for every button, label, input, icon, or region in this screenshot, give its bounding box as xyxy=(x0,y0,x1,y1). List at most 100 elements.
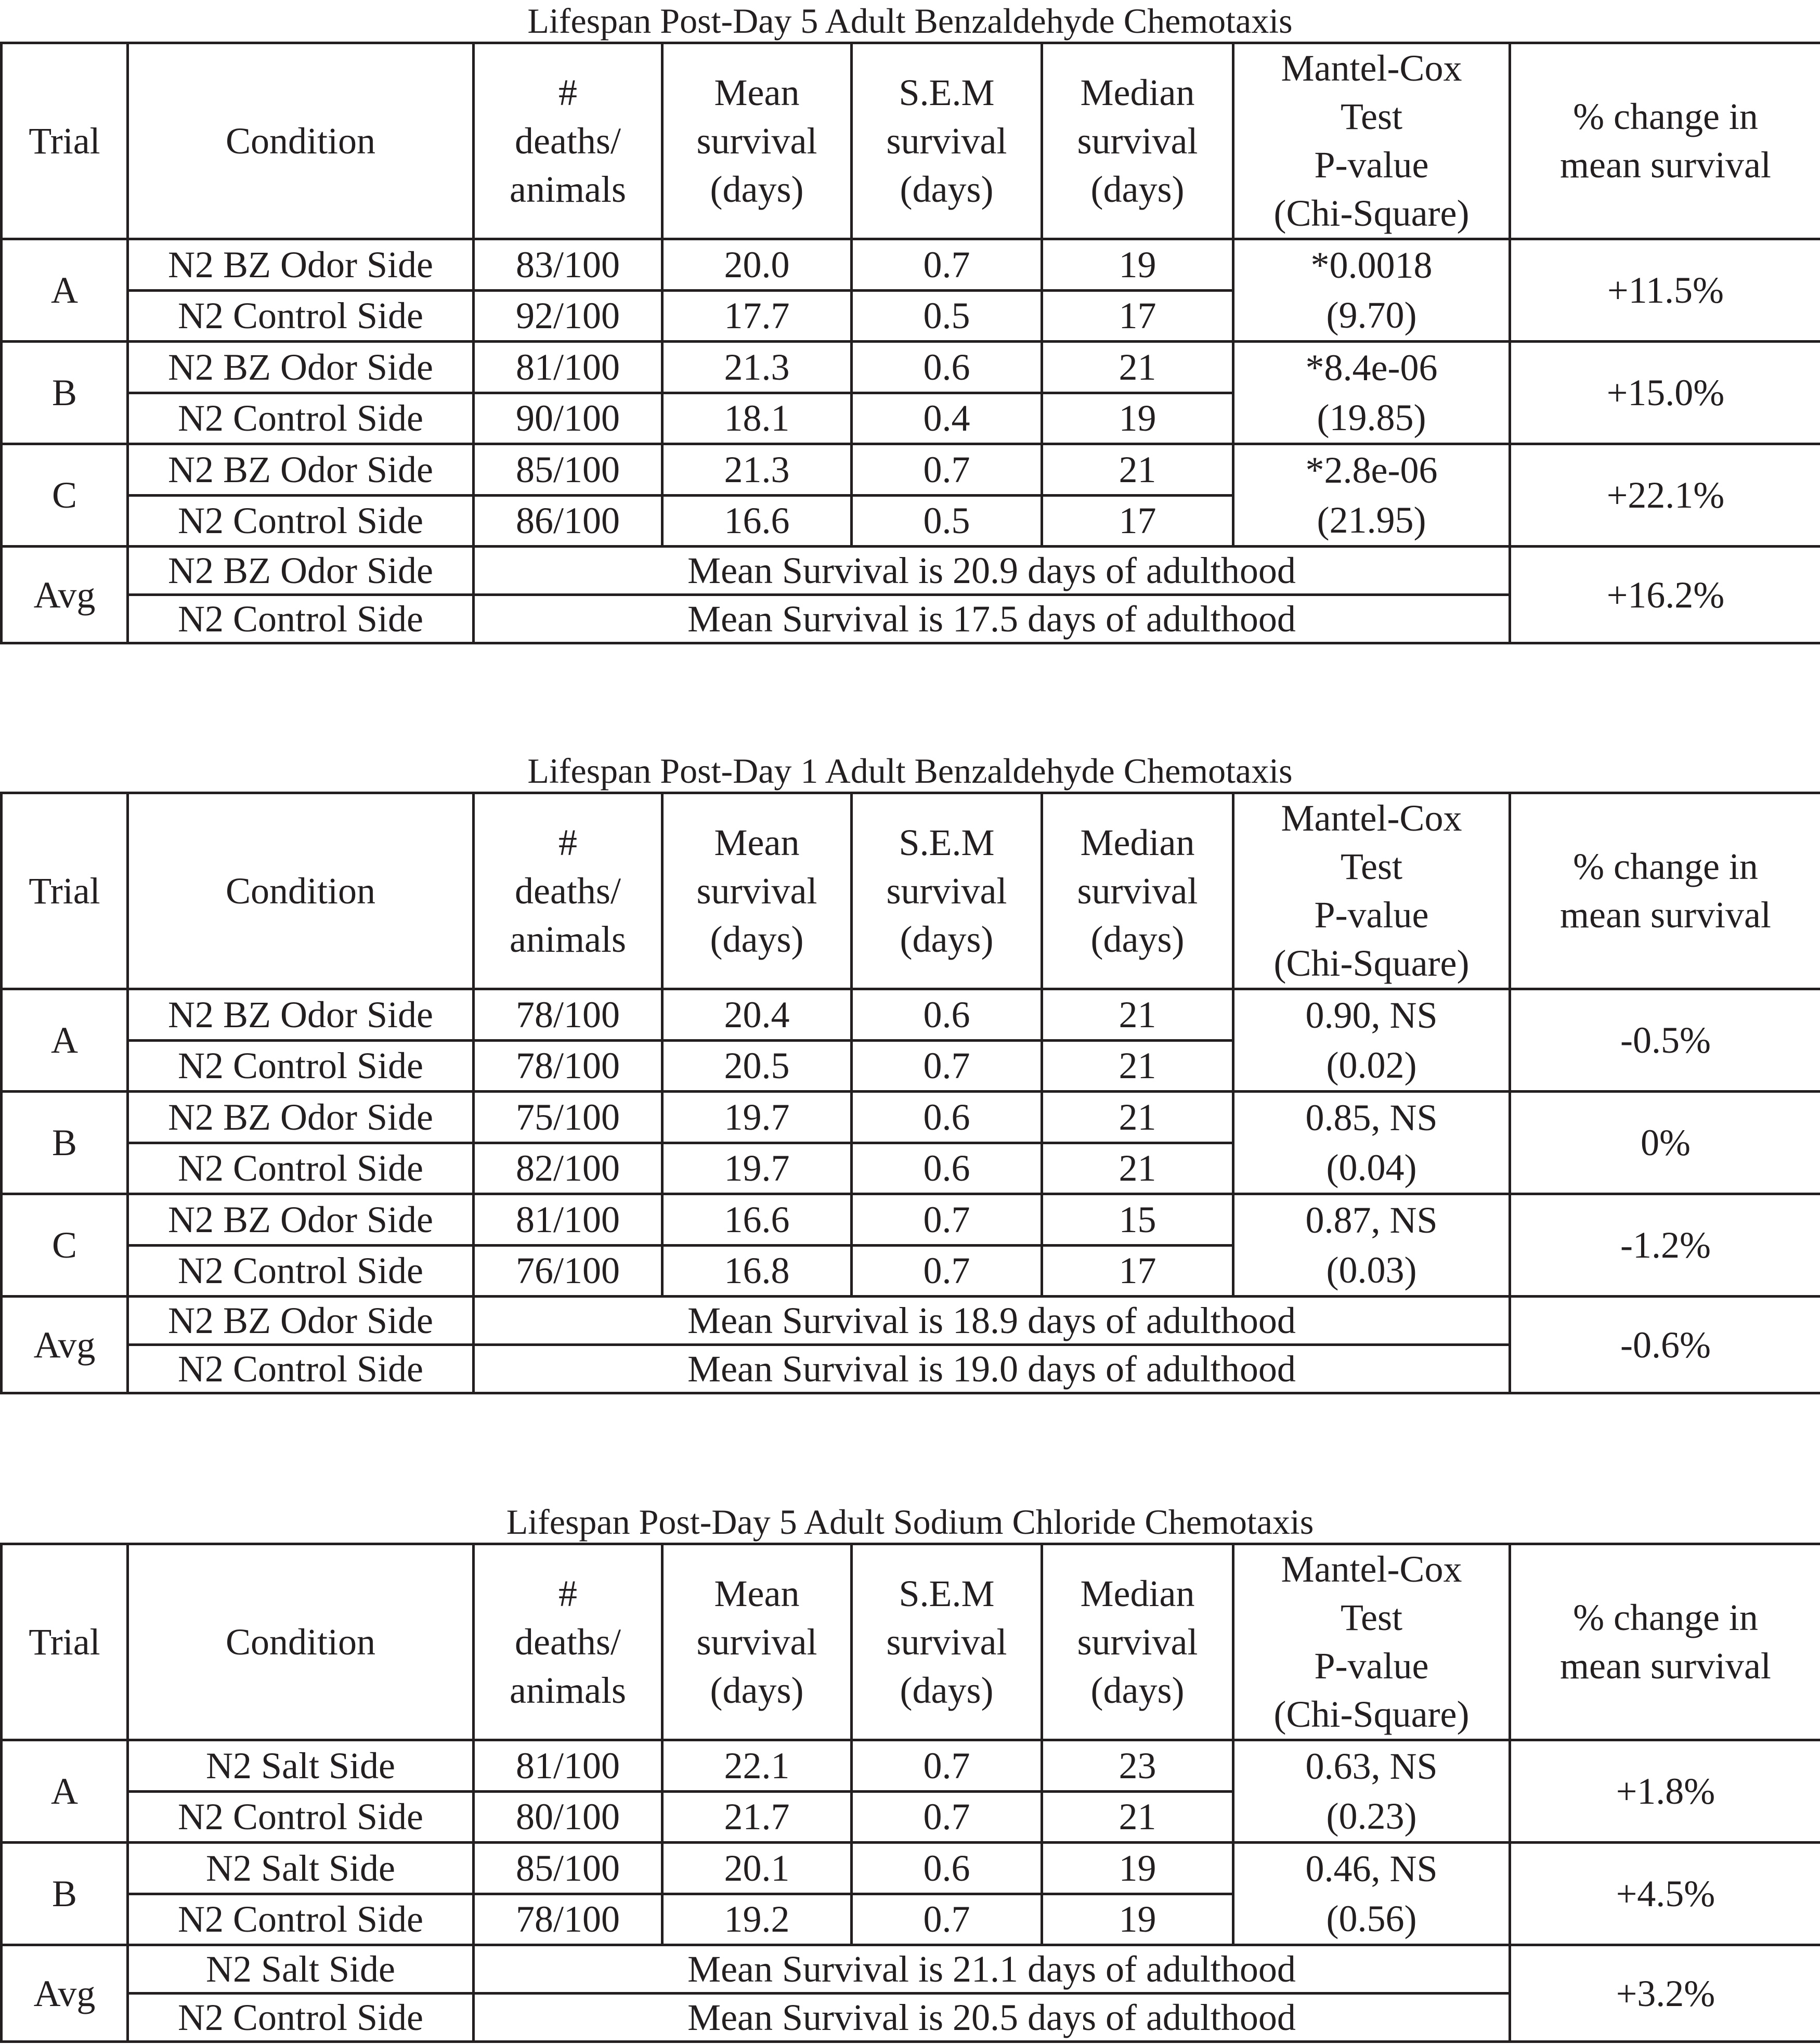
avg-row: Avg N2 BZ Odor Side Mean Survival is 20.9 … xyxy=(0,545,1820,644)
header-line: survival xyxy=(1077,1621,1198,1663)
header-median: Median survival (days) xyxy=(1041,792,1234,990)
percent-change: +11.5% xyxy=(1509,238,1820,343)
chi-square: (0.04) xyxy=(1326,1147,1417,1188)
header-line: S.E.M xyxy=(899,71,995,113)
table-title: Lifespan Post-Day 5 Adult Sodium Chlorid… xyxy=(506,1502,1314,1542)
table-row: A N2 Salt Side 81/100 22.1 0.7 23 0.63, NS (0.2… xyxy=(0,1739,1820,1844)
header-line: mean survival xyxy=(1560,144,1771,186)
cell-condition: N2 BZ Odor Side xyxy=(126,1295,475,1346)
trial-label: A xyxy=(0,1739,129,1844)
cell-sem: 0.6 xyxy=(850,988,1043,1042)
trial-label: B xyxy=(0,1841,129,1946)
cell-condition: N2 Control Side xyxy=(126,1039,475,1093)
cell-median: 17 xyxy=(1041,1244,1234,1298)
avg-label: Avg xyxy=(0,545,129,644)
cell-condition: N2 BZ Odor Side xyxy=(126,1090,475,1144)
cell-deaths: 78/100 xyxy=(472,1892,664,1946)
avg-percent-change: +3.2% xyxy=(1509,1944,1820,2043)
header-line: (days) xyxy=(710,168,804,210)
cell-condition: N2 BZ Odor Side xyxy=(126,545,475,596)
cell-deaths: 78/100 xyxy=(472,1039,664,1093)
cell-deaths: 82/100 xyxy=(472,1141,664,1195)
chi-square: (0.02) xyxy=(1326,1044,1417,1086)
table-row: N2 Control Side 82/100 19.7 0.6 21 xyxy=(2,1141,1820,1195)
header-pvalue: Mantel-Cox Test P-value (Chi-Square) xyxy=(1232,792,1511,990)
pvalue-cell: 0.90, NS (0.02) xyxy=(1232,988,1511,1093)
trial-label: B xyxy=(0,1090,129,1195)
table-block-2: Lifespan Post-Day 5 Adult Sodium Chlorid… xyxy=(0,1502,1820,2043)
header-median: Median survival (days) xyxy=(1041,1543,1234,1741)
cell-sem: 0.7 xyxy=(850,1244,1043,1298)
pvalue-cell: 0.85, NS (0.04) xyxy=(1232,1090,1511,1195)
table-row: B N2 BZ Odor Side 81/100 21.3 0.6 21 *8.4e-06 (… xyxy=(0,340,1820,445)
header-deaths: # deaths/animals xyxy=(472,42,664,240)
cell-deaths: 81/100 xyxy=(472,340,664,394)
header-median: Median survival (days) xyxy=(1041,42,1234,240)
header-line: (days) xyxy=(1090,918,1185,960)
cell-sem: 0.7 xyxy=(850,1892,1043,1946)
cell-mean: 18.1 xyxy=(661,391,853,445)
cell-sem: 0.6 xyxy=(850,1841,1043,1895)
header-line: (Chi-Square) xyxy=(1273,1693,1470,1735)
header-line: (Chi-Square) xyxy=(1273,192,1470,234)
header-deaths: # deaths/animals xyxy=(472,792,664,990)
header-line: Mean xyxy=(714,71,800,113)
header-line: (days) xyxy=(1090,1669,1185,1711)
table-row: A N2 BZ Odor Side 83/100 20.0 0.7 19 *0.0018 (9… xyxy=(0,238,1820,343)
percent-change: +4.5% xyxy=(1509,1841,1820,1946)
cell-sem: 0.7 xyxy=(850,238,1043,292)
cell-mean: 21.3 xyxy=(661,340,853,394)
cell-sem: 0.6 xyxy=(850,1090,1043,1144)
cell-mean: 20.5 xyxy=(661,1039,853,1093)
chi-square: (21.95) xyxy=(1317,499,1426,541)
pvalue-cell: 0.87, NS (0.03) xyxy=(1232,1193,1511,1298)
pvalue: *2.8e-06 xyxy=(1305,449,1438,491)
cell-median: 21 xyxy=(1041,1090,1234,1144)
pvalue-cell: *2.8e-06 (21.95) xyxy=(1232,443,1511,548)
table-row: N2 Control Side 86/100 16.6 0.5 17 xyxy=(2,494,1820,548)
survival-table: Trial Condition # deaths/animals Mean surviva… xyxy=(0,1543,1820,2043)
header-line: Mean xyxy=(714,821,800,863)
cell-deaths: 78/100 xyxy=(472,988,664,1042)
pvalue: 0.87, NS xyxy=(1305,1199,1438,1241)
header-line: Test xyxy=(1341,1597,1402,1638)
pvalue: 0.46, NS xyxy=(1305,1848,1438,1890)
avg-summary: Mean Survival is 20.5 days of adulthood xyxy=(472,1992,1511,2043)
header-line: Mantel-Cox xyxy=(1281,797,1462,839)
chi-square: (9.70) xyxy=(1326,294,1417,336)
cell-condition: N2 Control Side xyxy=(126,1141,475,1195)
cell-mean: 20.1 xyxy=(661,1841,853,1895)
pvalue: 0.90, NS xyxy=(1305,994,1438,1036)
header-line: Median xyxy=(1080,821,1195,863)
cell-mean: 19.2 xyxy=(661,1892,853,1946)
cell-condition: N2 Salt Side xyxy=(126,1739,475,1793)
cell-condition: N2 BZ Odor Side xyxy=(126,443,475,497)
header-line: % change in xyxy=(1573,1597,1758,1638)
pvalue-cell: *8.4e-06 (19.85) xyxy=(1232,340,1511,445)
header-line: mean survival xyxy=(1560,1645,1771,1687)
chi-square: (19.85) xyxy=(1317,397,1426,438)
cell-median: 21 xyxy=(1041,1790,1234,1844)
cell-sem: 0.6 xyxy=(850,340,1043,394)
cell-deaths: 76/100 xyxy=(472,1244,664,1298)
cell-median: 21 xyxy=(1041,988,1234,1042)
cell-condition: N2 BZ Odor Side xyxy=(126,238,475,292)
avg-label: Avg xyxy=(0,1295,129,1394)
avg-summary: Mean Survival is 20.9 days of adulthood xyxy=(472,545,1511,596)
header-line: Mantel-Cox xyxy=(1281,1548,1462,1590)
avg-summary: Mean Survival is 21.1 days of adulthood xyxy=(472,1944,1511,1995)
header-line: (Chi-Square) xyxy=(1273,942,1470,984)
table-title: Lifespan Post-Day 1 Adult Benzaldehyde C… xyxy=(527,751,1293,791)
cell-condition: N2 Control Side xyxy=(126,1892,475,1946)
chi-square: (0.23) xyxy=(1326,1795,1417,1837)
cell-condition: N2 Control Side xyxy=(126,1343,475,1394)
header-trial: Trial xyxy=(0,1543,129,1741)
cell-condition: N2 BZ Odor Side xyxy=(126,1193,475,1247)
cell-deaths: 75/100 xyxy=(472,1090,664,1144)
header-condition: Condition xyxy=(126,1543,475,1741)
header-line: % change in xyxy=(1573,846,1758,887)
cell-sem: 0.7 xyxy=(850,1193,1043,1247)
avg-row: N2 Control Side Mean Survival is 17.5 day… xyxy=(2,593,1820,644)
header-line: animals xyxy=(510,168,626,210)
cell-mean: 21.3 xyxy=(661,443,853,497)
